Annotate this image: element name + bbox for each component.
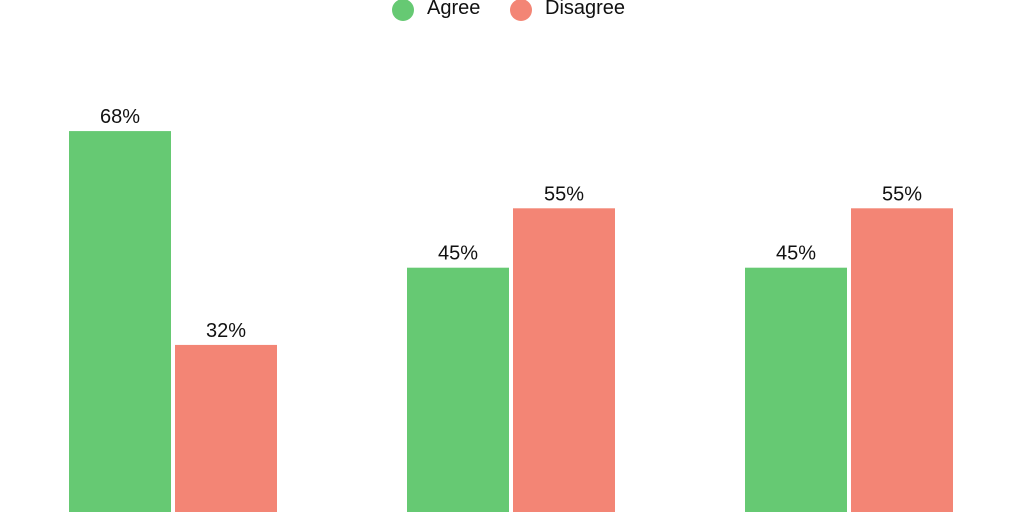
legend-label: Disagree xyxy=(545,0,625,19)
value-label: 45% xyxy=(438,243,478,265)
value-label: 68% xyxy=(100,106,140,128)
bar xyxy=(175,344,277,512)
bar xyxy=(407,267,509,512)
legend-marker xyxy=(510,0,532,21)
value-label: 55% xyxy=(882,183,922,205)
value-label: 45% xyxy=(776,243,816,265)
legend-marker xyxy=(392,0,414,21)
value-label: 55% xyxy=(544,183,584,205)
value-label: 32% xyxy=(206,320,246,342)
bar xyxy=(851,208,953,512)
legend-label: Agree xyxy=(427,0,480,19)
bar xyxy=(513,208,615,512)
bar xyxy=(745,267,847,512)
bar xyxy=(69,131,171,512)
